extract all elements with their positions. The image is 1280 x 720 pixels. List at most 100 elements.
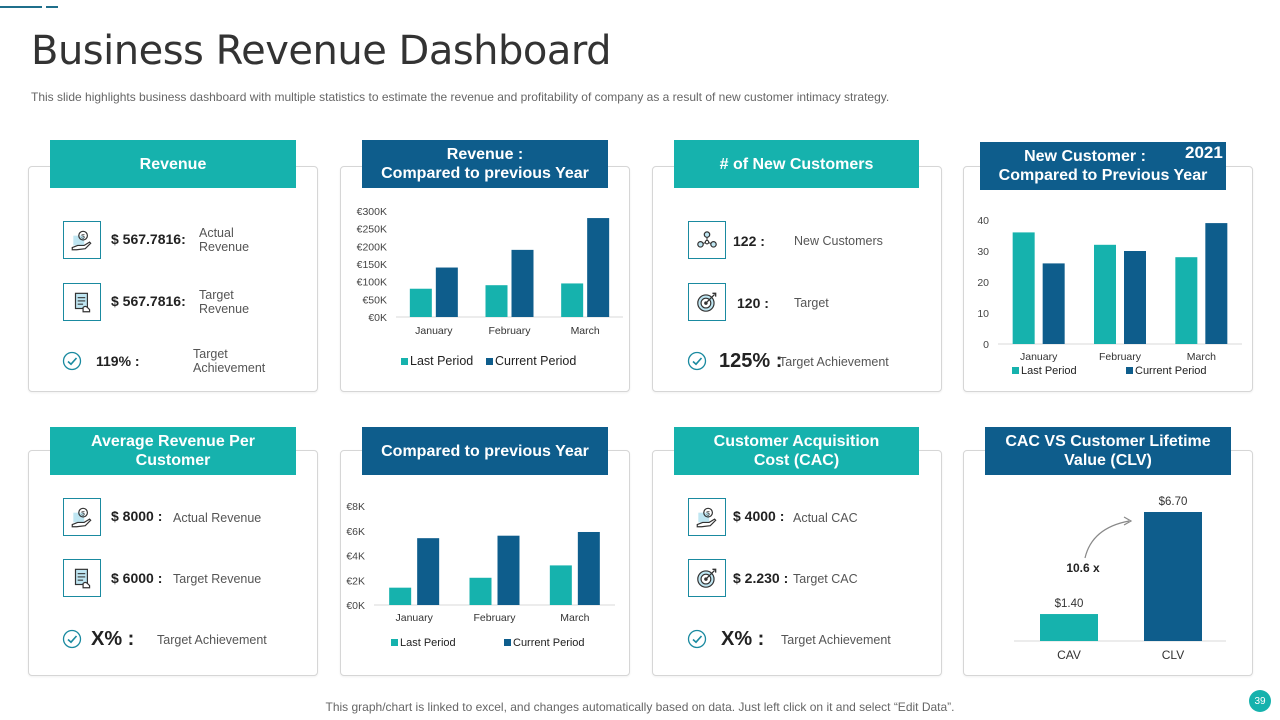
category-label: CLV (1162, 648, 1184, 662)
legend-label: Current Period (513, 637, 585, 649)
footer-note: This graph/chart is linked to excel, and… (325, 700, 955, 714)
y-tick-label: €8K (346, 501, 365, 513)
x-tick-label: March (571, 325, 600, 337)
compared-prev-chart: €0K €2K €4K €6K €8K January February March Last … (346, 501, 615, 649)
bar-last-period-february (469, 577, 492, 605)
new-customers-header: # of New Customers (674, 140, 919, 188)
document-hand-icon (63, 283, 101, 321)
cac-title-line1: Customer Acquisition (713, 433, 880, 450)
compared-prev-header: Compared to previous Year (362, 427, 608, 475)
bar-last-period-march (561, 283, 584, 317)
check-icon (687, 629, 707, 649)
target-icon (688, 559, 726, 597)
bar-current-period-march (577, 531, 600, 605)
cac-actual-label: Actual CAC (793, 511, 858, 525)
multiplier-annotation: 10.6 x (1066, 561, 1100, 575)
x-tick-label: March (560, 612, 589, 624)
bar-clv (1144, 512, 1202, 641)
bar-current-period-march (1205, 223, 1228, 344)
network-icon (688, 221, 726, 259)
bar-current-period-january (435, 267, 458, 317)
revenue-compare-title-line2: Compared to previous Year (381, 165, 589, 182)
new-customer-compare-title-line2: Compared to Previous Year (998, 167, 1208, 184)
actual-revenue-value: $ 567.7816: (111, 231, 186, 247)
y-tick-label: 40 (977, 215, 989, 227)
bar-last-period-march (549, 565, 572, 605)
top-accent-line (0, 6, 42, 8)
legend-label: Current Period (495, 354, 576, 368)
new-customer-compare-title-line1: New Customer : (1024, 148, 1146, 165)
cac-clv-chart: $1.40 CAV $6.70 CLV 10.6 x (1014, 496, 1226, 662)
bar-last-period-february (1094, 244, 1116, 344)
arpc-title-line2: Customer (135, 452, 211, 469)
y-tick-label: €0K (346, 600, 365, 612)
bar-last-period-january (409, 288, 432, 317)
hand-money-icon (63, 221, 101, 259)
x-tick-label: February (1099, 351, 1142, 363)
new-customers-title: # of New Customers (719, 155, 874, 173)
revenue-compare-title-line1: Revenue : (446, 146, 524, 163)
arrow-head (1123, 516, 1133, 526)
legend-swatch (504, 639, 511, 646)
document-hand-icon (63, 559, 101, 597)
legend-label: Last Period (410, 354, 473, 368)
revenue-card-title: Revenue (139, 155, 207, 173)
bar-cav (1040, 614, 1098, 641)
y-tick-label: 10 (977, 308, 989, 320)
arpc-target-value: $ 6000 : (111, 570, 163, 586)
cac-clv-title-line1: CAC VS Customer Lifetime (1005, 433, 1211, 450)
arpc-header: Average Revenue Per Customer (50, 427, 296, 475)
cac-clv-header: CAC VS Customer Lifetime Value (CLV) (985, 427, 1231, 475)
data-label: $1.40 (1055, 598, 1084, 610)
revenue-compare-chart: €0K €50K €100K €150K €200K €250K €300K January F… (357, 206, 623, 368)
y-tick-label: €200K (357, 241, 387, 253)
legend-label: Last Period (400, 637, 456, 649)
x-tick-label: February (473, 612, 516, 624)
y-tick-label: €150K (357, 259, 387, 271)
x-tick-label: January (1020, 351, 1058, 363)
hand-money-icon (688, 498, 726, 536)
target-achievement-label: Target Achievement (193, 347, 266, 375)
bar-last-period-march (1175, 257, 1198, 344)
cac-actual-value: $ 4000 : (733, 508, 785, 524)
revenue-compare-header: Revenue : Compared to previous Year (362, 140, 608, 188)
y-tick-label: €100K (357, 277, 387, 289)
target-revenue-value: $ 567.7816: (111, 293, 186, 309)
legend-label: Current Period (1135, 365, 1207, 377)
arpc-actual-label: Actual Revenue (173, 511, 262, 525)
cac-target-label: Target CAC (793, 572, 858, 586)
arpc-target-label: Target Revenue (173, 572, 262, 586)
bar-last-period-january (389, 587, 412, 605)
page-number: 39 (1249, 690, 1271, 712)
legend-swatch (486, 358, 493, 365)
y-tick-label: 0 (983, 339, 989, 351)
y-tick-label: €300K (357, 206, 387, 218)
arpc-achievement-value: X% : (91, 628, 135, 650)
arrow-curve (1084, 520, 1130, 559)
target-revenue-label: Target Revenue (199, 288, 250, 316)
bar-current-period-january (417, 538, 440, 605)
page-title: Business Revenue Dashboard (31, 28, 612, 74)
bar-last-period-january (1012, 232, 1035, 344)
y-tick-label: €0K (368, 312, 387, 324)
new-customers-target-label: Target (794, 296, 829, 310)
actual-revenue-label: Actual Revenue (199, 226, 250, 254)
cac-clv-card (963, 450, 1253, 676)
year-label: 2021 (1185, 143, 1223, 162)
new-customer-compare-header: New Customer : Compared to Previous Year (980, 142, 1226, 190)
new-customers-label: New Customers (794, 234, 883, 248)
x-tick-label: March (1187, 351, 1216, 363)
cac-title-line2: Cost (CAC) (753, 452, 840, 469)
bar-current-period-march (587, 218, 610, 317)
revenue-compare-card (340, 166, 630, 392)
page-subtitle: This slide highlights business dashboard… (31, 90, 890, 104)
y-tick-label: €2K (346, 575, 365, 587)
cac-header: Customer Acquisition Cost (CAC) (674, 427, 919, 475)
y-tick-label: €50K (362, 294, 387, 306)
new-customers-target-value: 120 : (737, 295, 769, 311)
new-customers-card (652, 166, 942, 392)
target-achievement-value: 119% : (96, 353, 140, 369)
check-icon (687, 351, 707, 371)
bar-current-period-february (511, 249, 534, 317)
bar-last-period-february (485, 285, 508, 317)
